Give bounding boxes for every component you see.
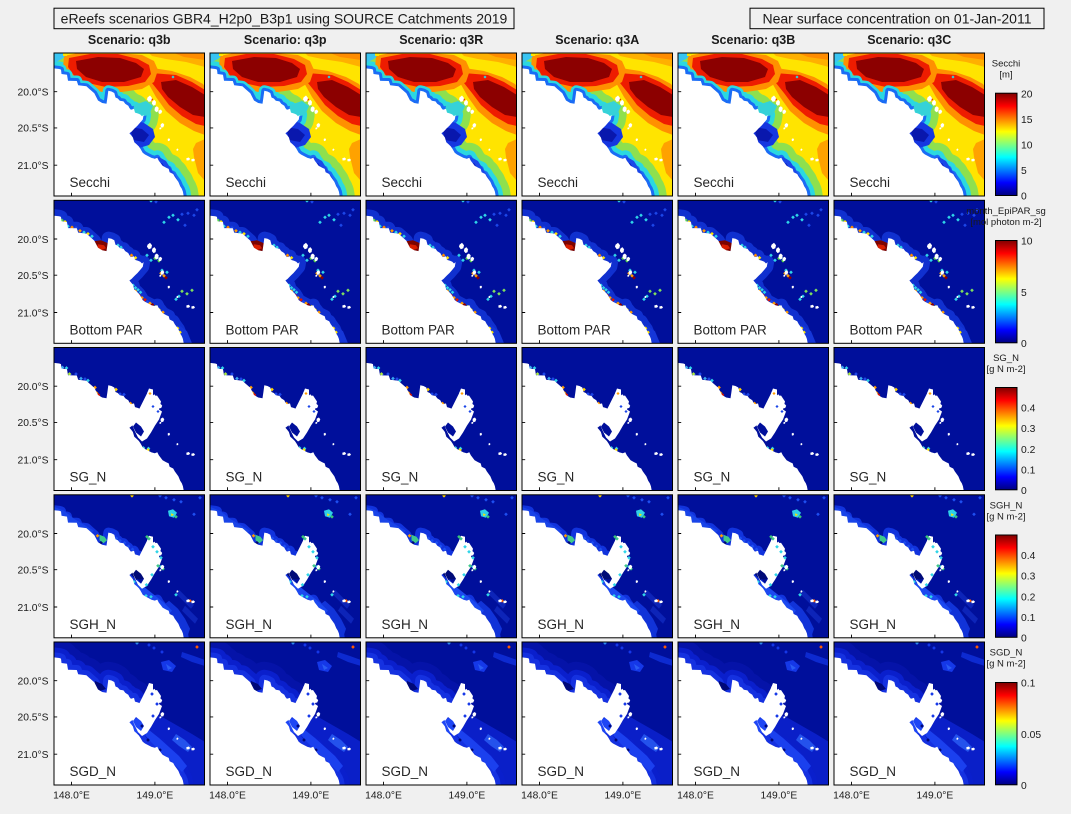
svg-text:21.0°S: 21.0°S [17,603,48,614]
svg-text:149.0°E: 149.0°E [761,791,798,802]
svg-text:0.1: 0.1 [1021,679,1036,690]
svg-text:0.1: 0.1 [1021,613,1036,624]
svg-text:0.05: 0.05 [1021,730,1041,741]
svg-text:[g N m-2]: [g N m-2] [986,511,1025,522]
svg-text:[g N m-2]: [g N m-2] [986,364,1025,375]
svg-text:0.1: 0.1 [1021,465,1036,476]
svg-text:21.0°S: 21.0°S [17,308,48,319]
svg-text:0: 0 [1021,339,1027,350]
svg-text:20: 20 [1021,89,1033,100]
svg-text:0.2: 0.2 [1021,592,1036,603]
svg-text:149.0°E: 149.0°E [449,791,486,802]
svg-text:0.4: 0.4 [1021,551,1036,562]
svg-text:20.0°S: 20.0°S [17,235,48,246]
svg-text:month_EpiPAR_sg: month_EpiPAR_sg [966,206,1046,217]
svg-text:5: 5 [1021,166,1027,177]
svg-text:21.0°S: 21.0°S [17,161,48,172]
svg-text:Scenario: q3B: Scenario: q3B [711,33,795,47]
svg-text:20.0°S: 20.0°S [17,88,48,99]
svg-text:SG_N: SG_N [993,353,1019,364]
svg-text:Scenario: q3R: Scenario: q3R [399,33,483,47]
svg-text:0: 0 [1021,781,1027,792]
svg-text:0: 0 [1021,192,1027,203]
svg-text:Scenario: q3b: Scenario: q3b [88,33,171,47]
svg-text:[m]: [m] [999,70,1012,81]
svg-text:21.0°S: 21.0°S [17,456,48,467]
svg-text:148.0°E: 148.0°E [521,791,558,802]
svg-text:20.5°S: 20.5°S [17,124,48,135]
svg-text:21.0°S: 21.0°S [17,750,48,761]
svg-text:eReefs scenarios GBR4_H2p0_B3p: eReefs scenarios GBR4_H2p0_B3p1 using SO… [61,11,508,27]
svg-text:148.0°E: 148.0°E [833,791,870,802]
svg-text:0: 0 [1021,634,1027,645]
svg-text:Scenario: q3A: Scenario: q3A [555,33,639,47]
svg-text:148.0°E: 148.0°E [365,791,402,802]
svg-text:0.4: 0.4 [1021,404,1036,415]
svg-text:20.5°S: 20.5°S [17,566,48,577]
svg-text:20.0°S: 20.0°S [17,529,48,540]
svg-text:148.0°E: 148.0°E [677,791,714,802]
svg-text:Near surface concentration on: Near surface concentration on 01-Jan-201… [762,11,1031,27]
svg-text:0.3: 0.3 [1021,424,1036,435]
svg-text:149.0°E: 149.0°E [605,791,642,802]
svg-text:148.0°E: 148.0°E [209,791,246,802]
svg-text:Scenario: q3C: Scenario: q3C [867,33,951,47]
svg-text:Secchi: Secchi [992,59,1021,70]
svg-text:10: 10 [1021,237,1033,248]
svg-text:15: 15 [1021,115,1033,126]
svg-text:149.0°E: 149.0°E [293,791,330,802]
svg-text:5: 5 [1021,288,1027,299]
svg-text:Scenario: q3p: Scenario: q3p [244,33,327,47]
svg-text:149.0°E: 149.0°E [917,791,954,802]
svg-text:20.5°S: 20.5°S [17,713,48,724]
svg-text:0.3: 0.3 [1021,572,1036,583]
svg-text:0: 0 [1021,486,1027,497]
svg-text:10: 10 [1021,141,1033,152]
svg-text:SGH_N: SGH_N [990,500,1023,511]
svg-text:20.5°S: 20.5°S [17,271,48,282]
svg-text:SGD_N: SGD_N [990,648,1023,659]
svg-text:[g N m-2]: [g N m-2] [986,659,1025,670]
svg-text:[mol photon m-2]: [mol photon m-2] [970,217,1041,228]
svg-text:20.5°S: 20.5°S [17,418,48,429]
svg-text:0.2: 0.2 [1021,445,1036,456]
svg-text:149.0°E: 149.0°E [137,791,174,802]
svg-text:148.0°E: 148.0°E [53,791,90,802]
svg-text:20.0°S: 20.0°S [17,382,48,393]
svg-text:20.0°S: 20.0°S [17,677,48,688]
